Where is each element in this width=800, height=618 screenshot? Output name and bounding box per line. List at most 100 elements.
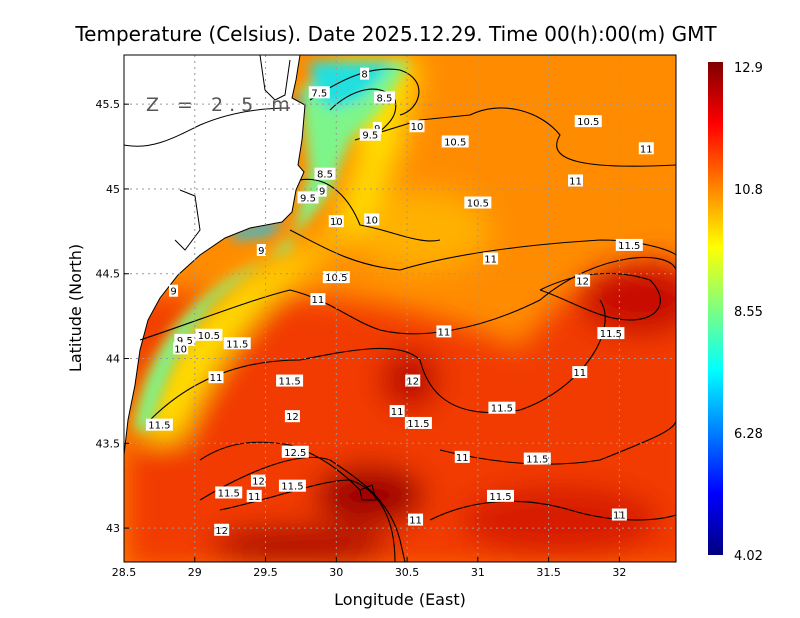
contour-label-bg: [173, 342, 189, 355]
contour-label-bg: [360, 67, 370, 80]
contour-label: 11: [483, 252, 499, 265]
contour-label: 9: [256, 244, 266, 257]
contour-label-bg: [317, 184, 327, 197]
contour-label-text: 9: [170, 287, 176, 298]
contour-label: 11.5: [488, 401, 516, 415]
contour-label-bg: [310, 293, 326, 306]
contour-label-bg: [314, 167, 336, 180]
contour-label-text: 11.5: [281, 482, 303, 493]
contour-label: 11: [611, 508, 627, 522]
contour-label: 11: [408, 513, 424, 527]
contour-label: 8.5: [373, 91, 395, 104]
x-axis-ticks: 28.5 29 29.5 30 30.5 31 31.5 32: [112, 557, 626, 579]
contour-label-text: 8.5: [317, 170, 333, 181]
y-tick-label: 44.5: [96, 268, 121, 281]
x-tick-label: 32: [612, 566, 626, 579]
x-tick-label: 30: [329, 566, 343, 579]
contour-label-text: 11.5: [278, 377, 300, 388]
contour-label-bg: [208, 371, 224, 384]
contour-label-bg: [328, 215, 344, 228]
colorbar-label: 12.9: [734, 61, 763, 76]
contour-label-bg: [169, 284, 179, 297]
contour-label: 8.5: [314, 167, 336, 181]
contour-label: 10.5: [464, 196, 492, 210]
contour-label-bg: [523, 452, 551, 465]
contour-label-text: 9.5: [362, 131, 378, 142]
contour-label: 10: [364, 213, 380, 226]
contour-label-bg: [572, 366, 588, 379]
contour-label: 11.5: [486, 489, 514, 503]
contour-label-bg: [615, 238, 643, 251]
contour-label: 9: [317, 184, 327, 198]
contour-label: 11: [568, 174, 584, 187]
contour-label-bg: [486, 489, 514, 502]
contour-label: 9.5: [359, 128, 381, 142]
contour-label: 7.5: [308, 86, 330, 99]
contour-label-text: 11: [312, 295, 325, 306]
temperature-field: 87.58.599.51010.510.5118.599.510101110.5…: [124, 55, 676, 562]
contour-label-text: 11: [569, 176, 582, 187]
contour-lines: [139, 68, 676, 562]
contour-label-text: 12: [252, 477, 265, 488]
contour-label: 12: [575, 274, 591, 288]
contour-label-text: 9: [319, 187, 325, 198]
contour-label-bg: [441, 135, 469, 148]
colorbar-label: 4.02: [734, 549, 763, 564]
contour-label-bg: [276, 374, 304, 387]
contour-label: 11: [436, 325, 452, 338]
contour-label-text: 12: [215, 526, 228, 537]
contour-label-bg: [611, 508, 627, 521]
contour-label-bg: [483, 252, 499, 265]
contour-label-text: 9.5: [300, 193, 316, 204]
colorbar-labels: 12.9 10.8 8.55 6.28 4.02: [734, 61, 763, 564]
contour-label-bg: [145, 418, 173, 431]
y-axis-label: Latitude (North): [66, 244, 85, 372]
contour-label-bg: [284, 410, 300, 423]
contour-label-bg: [256, 244, 266, 256]
contour-label: 9.5: [297, 191, 319, 204]
contour-label: 11: [454, 450, 470, 464]
contour-label-bg: [488, 401, 516, 414]
contour-label-bg: [372, 121, 382, 134]
y-tick-label: 45: [106, 183, 120, 196]
y-axis-ticks: 43 43.5 44 44.5 45 45.5: [96, 98, 129, 535]
contour-label: 11: [389, 405, 405, 418]
contour-label-text: 10: [411, 122, 424, 133]
contour-label-bg: [405, 374, 421, 387]
contour-label: 11: [208, 371, 224, 384]
contour-label-bg: [215, 486, 243, 499]
contour-label-bg: [250, 474, 266, 487]
contour-label-bg: [278, 479, 306, 492]
contour-label: 11: [246, 489, 262, 503]
contour-label-text: 11: [573, 368, 586, 379]
contour-label-bg: [404, 416, 432, 429]
contour-label: 10: [328, 215, 344, 228]
contour-label: 11.5: [215, 486, 243, 499]
contour-label-text: 10.5: [198, 331, 220, 342]
contour-label: 10: [409, 120, 425, 133]
y-tick-label: 43: [106, 522, 120, 535]
contour-label: 11.5: [523, 452, 551, 466]
contour-label: 8: [360, 67, 370, 81]
contour-label-text: 8.5: [376, 93, 392, 104]
contour-label-text: 8: [361, 70, 367, 81]
x-tick-label: 29: [188, 566, 202, 579]
colorbar: [708, 62, 723, 555]
contour-label-bg: [575, 274, 591, 287]
gridlines: [124, 55, 676, 562]
contour-label: 11: [638, 142, 654, 155]
contour-label-bg: [389, 405, 405, 418]
contour-label-text: 11.5: [600, 329, 622, 340]
contour-label-bg: [223, 337, 251, 350]
contour-label-text: 12: [576, 277, 589, 288]
contour-label-text: 11.5: [218, 488, 240, 499]
contour-label-text: 11: [391, 407, 404, 418]
chart-title: Temperature (Celsius). Date 2025.12.29. …: [74, 22, 717, 46]
x-axis-label: Longitude (East): [334, 590, 466, 609]
contour-label: 10.5: [195, 328, 223, 342]
contour-label-text: 11: [248, 492, 261, 503]
contour-label-text: 11.5: [526, 455, 548, 466]
contour-label-bg: [308, 86, 330, 99]
contour-label-text: 11: [456, 453, 469, 464]
contour-label: 10.5: [574, 115, 602, 128]
